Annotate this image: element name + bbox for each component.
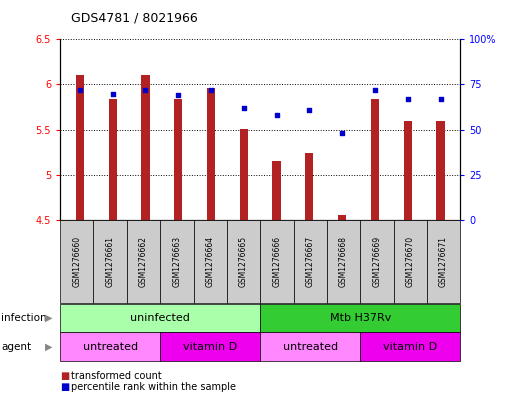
Point: [76, 87, 84, 93]
Bar: [272, 161, 281, 220]
Text: uninfected: uninfected: [130, 313, 190, 323]
Text: GSM1276669: GSM1276669: [372, 236, 381, 287]
Bar: [371, 99, 379, 220]
Text: ■: ■: [60, 382, 70, 392]
Text: untreated: untreated: [282, 342, 338, 352]
Text: untreated: untreated: [83, 342, 138, 352]
Point: [371, 87, 379, 93]
Bar: [404, 121, 412, 220]
Text: percentile rank within the sample: percentile rank within the sample: [71, 382, 235, 392]
Text: GSM1276665: GSM1276665: [239, 236, 248, 287]
Bar: [240, 129, 248, 220]
Text: GSM1276666: GSM1276666: [272, 236, 281, 287]
Text: GSM1276661: GSM1276661: [106, 236, 115, 287]
Point: [174, 92, 183, 99]
Text: vitamin D: vitamin D: [383, 342, 437, 352]
Bar: [437, 121, 445, 220]
Text: ▶: ▶: [45, 313, 52, 323]
Text: transformed count: transformed count: [71, 371, 162, 381]
Point: [338, 130, 346, 136]
Text: GDS4781 / 8021966: GDS4781 / 8021966: [71, 12, 197, 25]
Point: [436, 96, 445, 102]
Text: agent: agent: [1, 342, 31, 352]
Text: GSM1276660: GSM1276660: [72, 236, 81, 287]
Point: [272, 112, 281, 118]
Text: GSM1276670: GSM1276670: [406, 236, 415, 287]
Text: infection: infection: [1, 313, 47, 323]
Bar: [338, 215, 346, 220]
Text: GSM1276668: GSM1276668: [339, 236, 348, 287]
Text: GSM1276667: GSM1276667: [306, 236, 315, 287]
Bar: [174, 99, 183, 220]
Point: [141, 87, 150, 93]
Bar: [108, 99, 117, 220]
Point: [240, 105, 248, 111]
Text: vitamin D: vitamin D: [183, 342, 237, 352]
Text: ▶: ▶: [45, 342, 52, 352]
Bar: [141, 75, 150, 220]
Text: GSM1276662: GSM1276662: [139, 236, 148, 287]
Point: [404, 96, 412, 102]
Bar: [305, 153, 313, 220]
Text: GSM1276671: GSM1276671: [439, 236, 448, 287]
Point: [305, 107, 314, 113]
Text: GSM1276664: GSM1276664: [206, 236, 214, 287]
Bar: [207, 88, 215, 220]
Point: [207, 87, 215, 93]
Text: ■: ■: [60, 371, 70, 381]
Text: Mtb H37Rv: Mtb H37Rv: [329, 313, 391, 323]
Text: GSM1276663: GSM1276663: [173, 236, 181, 287]
Point: [108, 90, 117, 97]
Bar: [76, 75, 84, 220]
